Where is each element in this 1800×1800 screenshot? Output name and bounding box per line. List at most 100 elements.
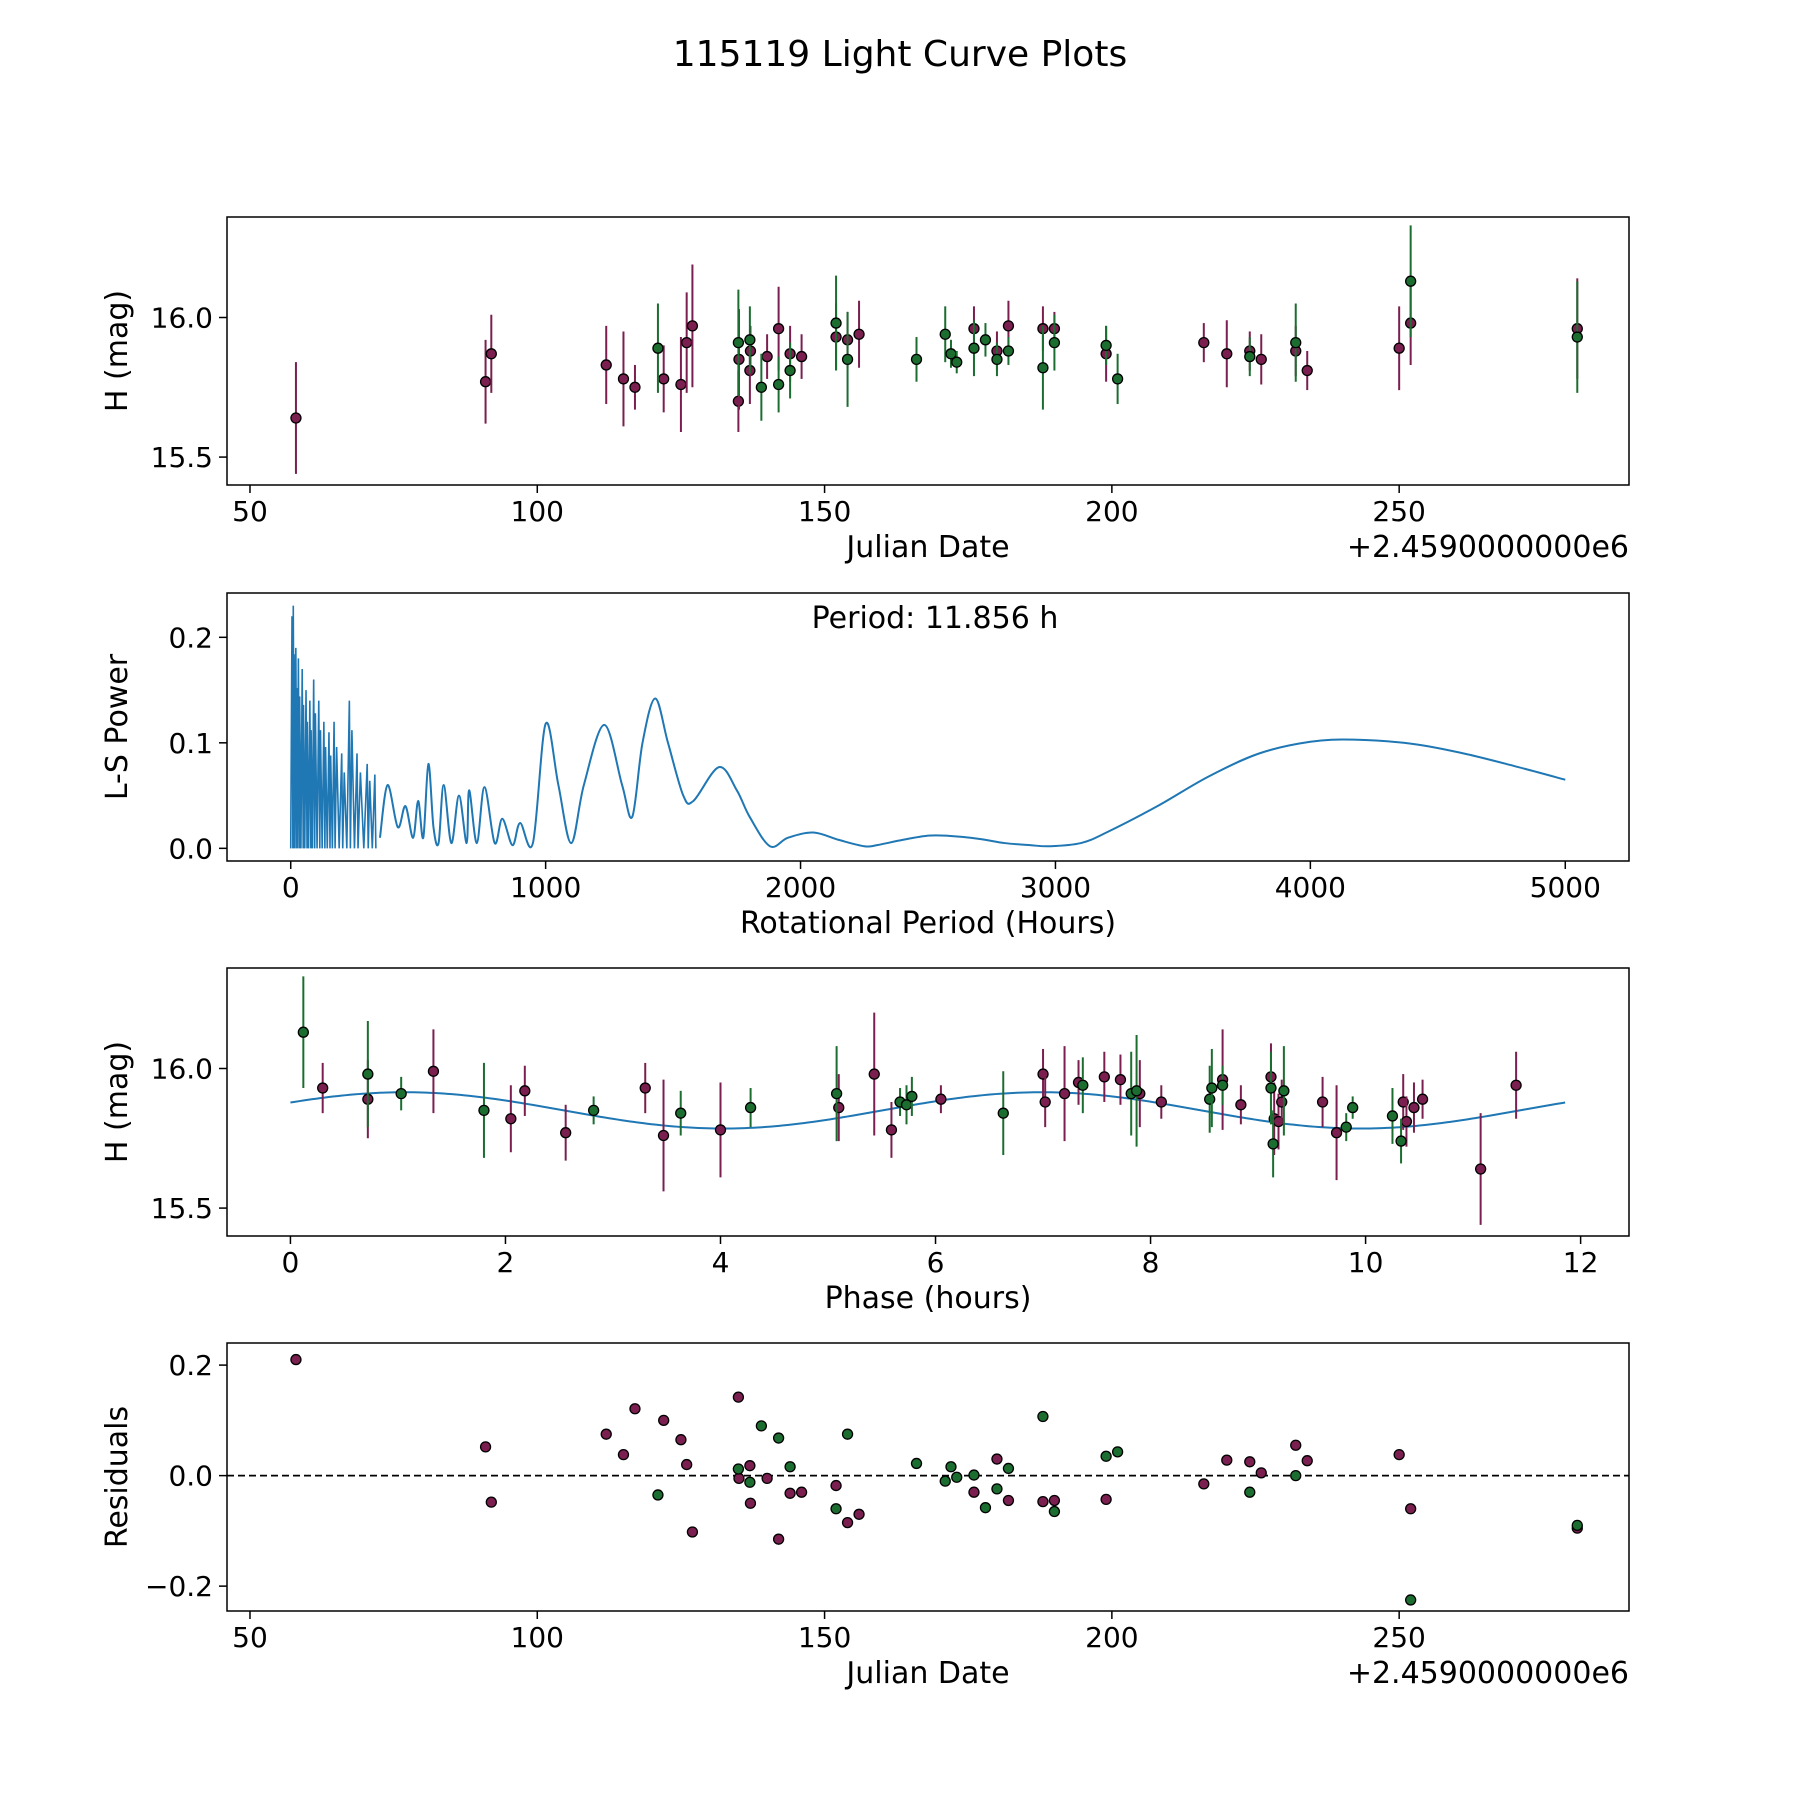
data-point bbox=[505, 1113, 517, 1125]
data-point bbox=[991, 1453, 1003, 1465]
data-point bbox=[362, 1068, 374, 1080]
data-point bbox=[1416, 1093, 1429, 1105]
x-tick-label: 1000 bbox=[510, 871, 581, 904]
data-point bbox=[1301, 364, 1313, 377]
data-point bbox=[1058, 1087, 1071, 1100]
y-tick-label: 15.5 bbox=[151, 1192, 213, 1225]
data-point bbox=[772, 378, 785, 391]
data-point bbox=[1571, 1519, 1583, 1532]
x-tick-label: 2000 bbox=[765, 871, 836, 904]
data-point bbox=[1255, 1467, 1267, 1479]
data-point bbox=[833, 1101, 845, 1114]
data-point bbox=[1155, 1096, 1167, 1108]
x-offset-label: +2.4590000000e6 bbox=[1347, 530, 1629, 565]
data-point bbox=[675, 1107, 687, 1119]
data-point bbox=[772, 1432, 785, 1444]
data-point bbox=[290, 1353, 302, 1366]
x-tick-label: 250 bbox=[1372, 495, 1425, 528]
y-tick-label: 0.2 bbox=[168, 1349, 213, 1382]
plot-area bbox=[289, 605, 1566, 849]
data-point bbox=[686, 320, 699, 332]
x-tick-label: 10 bbox=[1348, 1246, 1384, 1279]
data-point bbox=[830, 1479, 842, 1492]
data-point bbox=[841, 1428, 854, 1440]
data-point bbox=[1037, 1068, 1049, 1080]
data-point bbox=[1002, 345, 1015, 357]
data-point bbox=[629, 1403, 641, 1415]
data-point bbox=[479, 1441, 492, 1453]
x-tick-label: 50 bbox=[232, 1621, 268, 1654]
data-point bbox=[297, 1026, 309, 1038]
data-point bbox=[317, 1082, 329, 1094]
data-point bbox=[1235, 1099, 1247, 1111]
data-point bbox=[395, 1087, 407, 1100]
y-axis-label: H (mag) bbox=[100, 290, 135, 412]
data-point bbox=[830, 1503, 842, 1515]
data-point bbox=[1114, 1074, 1127, 1086]
data-point bbox=[658, 373, 670, 385]
data-point bbox=[1037, 1410, 1049, 1423]
data-point bbox=[629, 381, 641, 393]
periodogram-dense-line bbox=[289, 605, 377, 849]
data-point bbox=[1276, 1096, 1288, 1108]
x-tick-label: 3000 bbox=[1020, 871, 1091, 904]
series-band-green bbox=[297, 976, 1407, 1178]
series-band-magenta bbox=[290, 264, 1583, 474]
data-point bbox=[1002, 1462, 1015, 1475]
data-point bbox=[991, 1483, 1003, 1495]
data-point bbox=[1198, 1478, 1210, 1490]
x-tick-label: 150 bbox=[798, 1621, 851, 1654]
x-tick-label: 100 bbox=[511, 1621, 564, 1654]
data-point bbox=[675, 1434, 687, 1446]
data-point bbox=[772, 323, 785, 335]
plot-area bbox=[227, 1353, 1629, 1606]
data-point bbox=[968, 1469, 980, 1481]
y-axis-label: L-S Power bbox=[100, 653, 135, 800]
x-axis-label: Julian Date bbox=[844, 530, 1009, 565]
data-point bbox=[560, 1127, 572, 1139]
data-point bbox=[1111, 1446, 1124, 1458]
x-tick-label: 200 bbox=[1085, 1621, 1138, 1654]
axes-frame bbox=[226, 967, 1630, 1237]
data-point bbox=[1206, 1082, 1218, 1094]
plot-area bbox=[290, 976, 1566, 1225]
data-point bbox=[1474, 1163, 1487, 1175]
plot-area bbox=[290, 225, 1583, 474]
x-tick-label: 6 bbox=[927, 1246, 945, 1279]
data-point bbox=[1330, 1127, 1343, 1139]
data-point bbox=[639, 1082, 651, 1094]
data-point bbox=[600, 1428, 612, 1440]
data-point bbox=[951, 1471, 963, 1483]
phase-folded-panel: 0 2 4 6 8 10 12 15.5 16.0 Phase (hours) H (mag) bbox=[100, 967, 1630, 1316]
data-point bbox=[714, 1124, 727, 1136]
data-point bbox=[997, 1107, 1009, 1119]
x-tick-label: 200 bbox=[1085, 495, 1138, 528]
data-point bbox=[744, 334, 756, 346]
data-point bbox=[1265, 1082, 1277, 1094]
data-point bbox=[1510, 1079, 1522, 1091]
data-point bbox=[1198, 336, 1210, 349]
data-point bbox=[427, 1065, 440, 1077]
data-point bbox=[1340, 1121, 1352, 1133]
data-point bbox=[910, 1457, 923, 1470]
x-tick-label: 150 bbox=[798, 495, 851, 528]
x-tick-label: 0 bbox=[282, 1246, 300, 1279]
y-tick-label: −0.2 bbox=[145, 1570, 213, 1603]
data-point bbox=[1393, 1448, 1405, 1461]
data-point bbox=[755, 1420, 768, 1432]
y-tick-label: 0.0 bbox=[168, 1460, 213, 1493]
y-tick-label: 15.5 bbox=[151, 441, 213, 474]
data-point bbox=[784, 1487, 796, 1499]
axes-frame bbox=[226, 592, 1630, 862]
periodogram-line bbox=[378, 697, 1566, 848]
data-point bbox=[1405, 1503, 1417, 1515]
data-point bbox=[830, 317, 842, 329]
data-point bbox=[951, 356, 963, 368]
light-curve-panel: 50 100 150 200 250 15.5 16.0 Julian Date H (mag)… bbox=[100, 216, 1630, 565]
periodogram-panel: 0 1000 2000 3000 4000 5000 0.0 0.1 0.2 Rotational… bbox=[100, 592, 1630, 941]
data-point bbox=[1571, 331, 1583, 343]
data-point bbox=[853, 328, 865, 340]
data-point bbox=[1039, 1096, 1051, 1108]
x-tick-label: 4 bbox=[712, 1246, 730, 1279]
data-point bbox=[935, 1093, 947, 1105]
